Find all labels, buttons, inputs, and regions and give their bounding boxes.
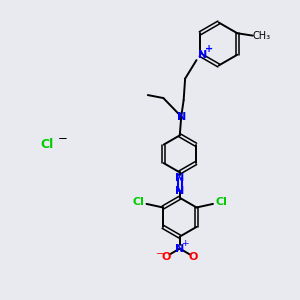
Text: O: O [188,253,198,262]
Text: N: N [175,186,184,196]
Text: N: N [198,50,207,60]
Text: +: + [205,44,213,54]
Text: O: O [162,253,171,262]
Text: −: − [156,249,164,259]
Text: Cl: Cl [40,137,54,151]
Text: +: + [182,239,189,248]
Text: N: N [177,112,186,122]
Text: −: − [58,132,68,145]
Text: Cl: Cl [215,197,227,207]
Text: Cl: Cl [133,197,144,207]
Text: N: N [175,173,184,183]
Text: CH₃: CH₃ [252,31,270,40]
Text: N: N [175,244,184,254]
